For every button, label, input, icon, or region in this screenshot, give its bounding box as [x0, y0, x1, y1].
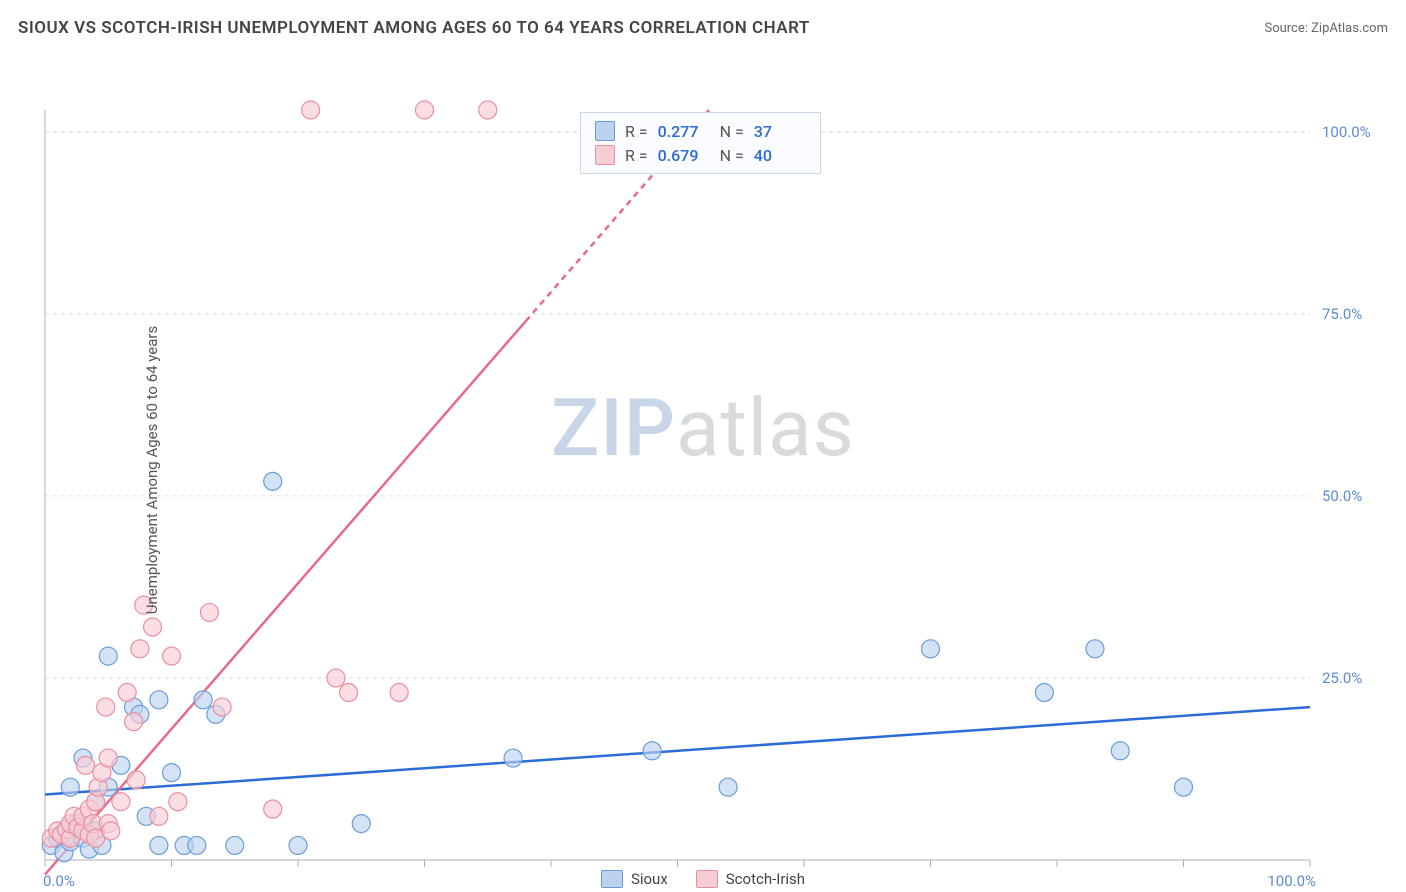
legend-label-scotch: Scotch-Irish — [726, 870, 805, 888]
stats-swatch-scotch — [595, 145, 615, 165]
stats-row-scotch: R = 0.679 N = 40 — [595, 143, 806, 167]
legend-item-sioux: Sioux — [601, 870, 668, 888]
svg-text:100.0%: 100.0% — [1322, 123, 1371, 141]
y-axis-label: Unemployment Among Ages 60 to 64 years — [143, 326, 161, 614]
stats-R-label2: R = — [625, 146, 648, 165]
chart-title: SIOUX VS SCOTCH-IRISH UNEMPLOYMENT AMONG… — [18, 18, 810, 38]
stats-row-sioux: R = 0.277 N = 37 — [595, 119, 806, 143]
chart-area: Unemployment Among Ages 60 to 64 years 2… — [0, 50, 1406, 890]
svg-text:25.0%: 25.0% — [1322, 669, 1362, 687]
chart-source: Source: ZipAtlas.com — [1264, 21, 1388, 36]
stats-R-label: R = — [625, 122, 648, 141]
stats-swatch-sioux — [595, 121, 615, 141]
scatter-chart-svg: 25.0%50.0%75.0%100.0%0.0%100.0% — [0, 50, 1406, 890]
stats-N-sioux: 37 — [754, 122, 806, 141]
svg-text:50.0%: 50.0% — [1322, 487, 1362, 505]
stats-R-scotch: 0.679 — [658, 146, 710, 165]
legend-swatch-sioux — [601, 870, 623, 888]
stats-N-label: N = — [720, 122, 744, 141]
stats-N-scotch: 40 — [754, 146, 806, 165]
legend-item-scotch: Scotch-Irish — [696, 870, 805, 888]
legend-label-sioux: Sioux — [631, 870, 668, 888]
legend-swatch-scotch — [696, 870, 718, 888]
stats-R-sioux: 0.277 — [658, 122, 710, 141]
stats-box: R = 0.277 N = 37 R = 0.679 N = 40 — [580, 112, 821, 174]
svg-text:75.0%: 75.0% — [1322, 305, 1362, 323]
chart-header: SIOUX VS SCOTCH-IRISH UNEMPLOYMENT AMONG… — [0, 0, 1406, 50]
stats-N-label2: N = — [720, 146, 744, 165]
legend: Sioux Scotch-Irish — [0, 870, 1406, 888]
